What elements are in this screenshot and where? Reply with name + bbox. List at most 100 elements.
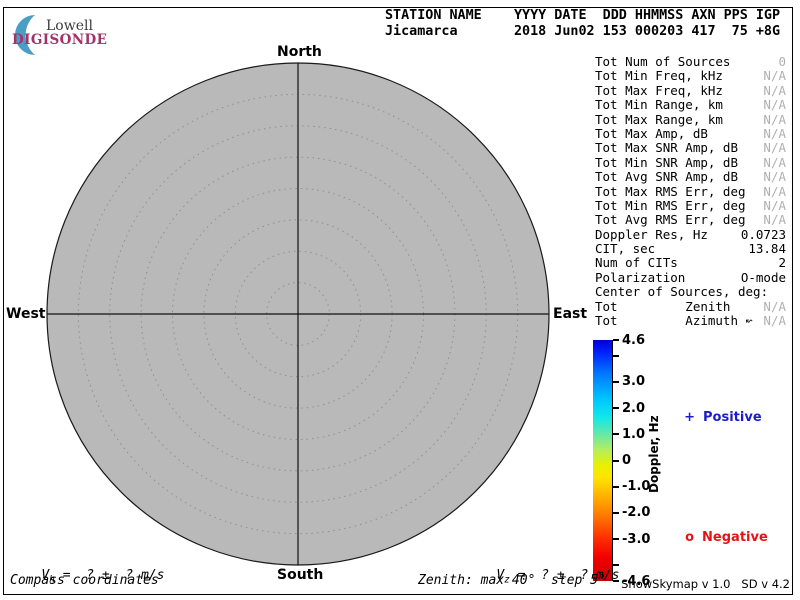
- stat-label: Tot Max Range, km: [595, 111, 723, 127]
- colorbar-tick: [613, 339, 619, 341]
- stat-row: Tot Num of Sources 0: [595, 54, 786, 69]
- stat-label: Tot Max SNR Amp, dB: [595, 140, 738, 156]
- window-border: [3, 7, 793, 595]
- stat-row: Doppler Res, Hz 0.0723: [595, 226, 786, 242]
- stat-label: Tot Max RMS Err, deg: [595, 183, 746, 199]
- stat-label: Tot Avg SNR Amp, dB: [595, 169, 738, 185]
- colorbar-tick-label: -3.0: [622, 531, 651, 547]
- colorbar-tick-label: 1.0: [622, 426, 646, 442]
- header-column-titles: STATION NAME YYYY DATE DDD HHMMSS AXN PP…: [385, 8, 781, 23]
- colorbar-tick: [613, 433, 619, 436]
- stat-value: 0.0723: [740, 226, 786, 242]
- stat-value: N/A: [763, 313, 786, 329]
- plus-marker-icon: +: [684, 410, 696, 425]
- legend-positive-label: Positive: [703, 410, 762, 425]
- stat-value: N/A: [763, 111, 786, 127]
- stat-value: 0: [778, 54, 786, 69]
- stat-label: Tot Azimuth ↜: [595, 313, 754, 329]
- header-station-values: Jicamarca 2018 Jun02 153 000203 417 75 +…: [385, 24, 781, 39]
- stat-value: N/A: [763, 169, 786, 185]
- crescent-moon-icon: [15, 15, 35, 55]
- stat-value: O-mode: [740, 269, 786, 285]
- stat-label: Center of Sources, deg:: [595, 284, 769, 300]
- colorbar-tick: [613, 564, 619, 567]
- legend-negative: o Negative: [667, 515, 768, 560]
- compass-label-south: South: [277, 567, 324, 583]
- stat-row: Tot Min RMS Err, deg N/A: [595, 197, 786, 213]
- colorbar-tick: [613, 407, 619, 410]
- colorbar-tick-label: 2.0: [622, 400, 646, 416]
- stat-label: Tot Max Freq, kHz: [595, 82, 723, 98]
- colorbar-axis-label: Doppler, Hz: [647, 415, 661, 493]
- compass-label-east: East: [553, 306, 588, 322]
- vh-subscript: h: [49, 574, 55, 586]
- stat-label: Tot Min Freq, kHz: [595, 68, 723, 84]
- stat-label: Num of CITs: [595, 255, 678, 271]
- colorbar-tick-label: 0: [622, 453, 632, 468]
- stat-label: Tot Num of Sources: [595, 54, 731, 69]
- stat-row: Tot Min Freq, kHz N/A: [595, 68, 786, 84]
- stat-label: Tot Max Amp, dB: [595, 125, 708, 141]
- vh-value: = ? ± ? m/s: [54, 568, 165, 583]
- stat-label: CIT, sec: [595, 241, 656, 257]
- legend-positive: + Positive: [666, 395, 762, 440]
- lowell-digisonde-logo: Lowell DIGISONDE: [8, 8, 118, 55]
- stat-row: Center of Sources, deg:: [595, 284, 786, 300]
- zenith-scale-note: Zenith: max 40° step 5°: [418, 573, 606, 588]
- colorbar-tick: [613, 354, 619, 357]
- stat-row: Tot Avg SNR Amp, dB N/A: [595, 169, 786, 185]
- stat-row: Tot Max RMS Err, deg N/A: [595, 183, 786, 199]
- vz-symbol: V: [496, 568, 505, 583]
- colorbar-tick: [613, 459, 619, 462]
- compass-label-north: North: [277, 44, 322, 60]
- stat-row: Tot Max SNR Amp, dB N/A: [595, 140, 786, 156]
- stat-label: Doppler Res, Hz: [595, 226, 708, 242]
- stat-row: Tot Min Range, km N/A: [595, 97, 786, 113]
- colorbar-tick: [613, 580, 619, 582]
- stat-label: Polarization: [595, 269, 686, 285]
- stats-panel: Tot Num of Sources 0 Tot Min Freq, kHz N/A T…: [595, 54, 786, 329]
- stat-value: N/A: [763, 140, 786, 156]
- colorbar-tick: [613, 538, 619, 541]
- stat-value: 13.84: [748, 241, 786, 257]
- vz-subscript: z: [504, 574, 510, 586]
- stat-row: Tot Min SNR Amp, dB N/A: [595, 155, 786, 170]
- stat-row: Tot Azimuth ↜ N/A: [595, 313, 786, 329]
- horizontal-velocity-readout: Vh = ? ± ? m/s: [10, 553, 164, 600]
- vh-symbol: V: [41, 568, 50, 583]
- version-text: ShowSkymap v 1.0 SD v 4.2: [621, 577, 790, 591]
- compass-label-west: West: [6, 306, 46, 322]
- stat-value: N/A: [763, 82, 786, 98]
- stat-value: N/A: [763, 212, 786, 228]
- vertical-velocity-readout: Vz = ? ± ? m/s: [465, 553, 619, 600]
- colorbar-tick-label: -4.6: [622, 573, 651, 589]
- stat-label: Tot Avg RMS Err, deg: [595, 212, 746, 228]
- stat-label: Tot Min Range, km: [595, 97, 723, 113]
- colorbar-tick-label: -2.0: [622, 505, 651, 521]
- stat-value: N/A: [763, 298, 786, 314]
- stat-row: Polarization O-mode: [595, 269, 786, 285]
- colorbar-tick-label: -1.0: [622, 479, 651, 495]
- logo-digisonde-text: DIGISONDE: [12, 32, 108, 48]
- stat-value: N/A: [763, 97, 786, 113]
- stat-value: N/A: [763, 183, 786, 199]
- colorbar-tick-label: 3.0: [622, 374, 646, 390]
- stat-row: Tot Avg RMS Err, deg N/A: [595, 212, 786, 228]
- stat-row: Tot Max Range, km N/A: [595, 111, 786, 127]
- colorbar-tick: [613, 380, 619, 383]
- legend-negative-label: Negative: [702, 530, 768, 545]
- circle-marker-icon: o: [685, 530, 695, 545]
- compass-coordinates-note: Compass coordinates: [10, 573, 159, 588]
- colorbar-tick: [613, 485, 619, 488]
- stat-value: 2: [778, 255, 786, 271]
- stat-row: Tot Max Freq, kHz N/A: [595, 82, 786, 98]
- colorbar-tick-label: 4.6: [622, 332, 646, 348]
- stat-row: Tot Zenith N/A: [595, 298, 786, 314]
- logo-lowell-text: Lowell: [46, 18, 93, 34]
- stat-value: N/A: [763, 68, 786, 84]
- stat-row: CIT, sec 13.84: [595, 241, 786, 257]
- stat-label: Tot Min RMS Err, deg: [595, 197, 746, 213]
- stat-value: N/A: [763, 125, 786, 141]
- stat-label: Tot Zenith: [595, 298, 731, 314]
